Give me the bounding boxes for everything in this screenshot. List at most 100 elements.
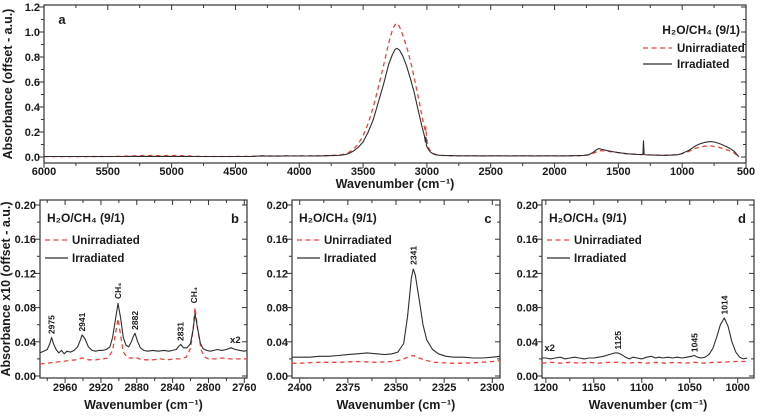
- y-tick-label: 0.00: [267, 371, 288, 383]
- y-tick-label: 0.20: [517, 200, 538, 212]
- panel-letter: b: [231, 211, 239, 226]
- y-tick-label: 0.8: [25, 52, 40, 64]
- series-irradiated: [292, 268, 501, 359]
- peak-label: 1125: [613, 331, 623, 350]
- panel-d: 1200 1150 1100 1050 1000 0.00 0.04 0.08 0.12 0.16…: [517, 199, 755, 412]
- x-tick-label: 2800: [196, 382, 220, 394]
- panel-letter: c: [484, 211, 491, 226]
- x-tick-label: 2920: [89, 382, 113, 394]
- series-unirradiated: [292, 354, 501, 364]
- y-tick-label: 0.04: [267, 337, 289, 349]
- y-tick-label: 0.08: [267, 303, 288, 315]
- x-axis-title: Wavenumber (cm⁻¹): [589, 398, 708, 412]
- panel-b: 2960 2920 2880 2840 2800 2760 0.00 0.04 0.08 0.12…: [0, 199, 257, 412]
- panel-a: 6000 5500 5000 4500 4000 3500 3000 2500 2000 1500…: [1, 2, 755, 191]
- peak-label: CH₄: [113, 283, 123, 299]
- series-irradiated: [542, 317, 748, 360]
- y-tick-label: 0.16: [267, 234, 288, 246]
- legend-entry-label: Irradiated: [324, 253, 376, 265]
- plot-border: [291, 199, 501, 379]
- legend-title: H₂O/CH₄ (9/1): [299, 211, 377, 225]
- x-tick-label: 1000: [670, 166, 694, 178]
- x-tick-label: 2375: [336, 382, 360, 394]
- x-axis-title: Wavenumber (cm⁻¹): [84, 398, 203, 412]
- y-tick-label: 0.20: [15, 200, 36, 212]
- legend-title: H₂O/CH₄ (9/1): [47, 211, 125, 225]
- y-tick-label: 0.12: [517, 268, 538, 280]
- y-tick-label: 1.2: [25, 2, 40, 14]
- y-tick-label: 0.2: [25, 127, 40, 139]
- x-tick-label: 2350: [384, 382, 408, 394]
- x-tick-label: 2000: [542, 166, 566, 178]
- legend-entry-label: Irradiated: [72, 253, 124, 265]
- series-unirradiated: [39, 306, 247, 365]
- x-tick-label: 2400: [287, 382, 311, 394]
- legend-title: H₂O/CH₄ (9/1): [549, 211, 627, 225]
- x-tick-label: 1150: [582, 382, 606, 394]
- series-irradiated: [44, 47, 740, 158]
- x-tick-label: 2880: [125, 382, 149, 394]
- y-tick-label: 0.12: [15, 268, 36, 280]
- scale-note: x2: [230, 335, 241, 346]
- legend-entry-label: Irradiated: [574, 253, 626, 265]
- x-tick-label: 2840: [160, 382, 184, 394]
- x-tick-label: 4000: [287, 166, 311, 178]
- peak-label: CH₄: [189, 287, 199, 303]
- x-tick-label: 5000: [159, 166, 183, 178]
- y-tick-label: 0.16: [15, 234, 36, 246]
- x-tick-label: 2960: [53, 382, 77, 394]
- y-axis-title: Absorbance (offset - a.u.): [1, 9, 15, 160]
- y-tick-label: 0.16: [517, 234, 538, 246]
- x-tick-label: 1500: [606, 166, 630, 178]
- y-tick-label: 0.08: [15, 303, 36, 315]
- legend-entry-label: Unirradiated: [324, 235, 392, 247]
- peak-label: 1014: [719, 295, 729, 314]
- y-tick-label: 0.6: [25, 77, 40, 89]
- y-axis-title: Absorbance x10 (offset - a.u.): [0, 201, 13, 376]
- x-tick-label: 1050: [677, 382, 701, 394]
- x-tick-label: 6000: [32, 166, 56, 178]
- peak-label: 1045: [690, 333, 700, 352]
- x-tick-label: 2300: [480, 382, 504, 394]
- y-tick-label: 0.08: [517, 303, 538, 315]
- y-tick-label: 0.20: [267, 200, 288, 212]
- x-tick-label: 2760: [232, 382, 256, 394]
- series-unirradiated: [44, 22, 740, 158]
- x-tick-label: 2325: [432, 382, 456, 394]
- legend-entry-label: Unirradiated: [677, 43, 745, 55]
- legend-entry-label: Unirradiated: [574, 235, 642, 247]
- y-tick-label: 0.0: [25, 152, 40, 164]
- legend-entry-label: Unirradiated: [72, 235, 140, 247]
- y-tick-label: 0.00: [15, 371, 36, 383]
- peak-label: 2941: [77, 312, 87, 331]
- peak-label: 2882: [130, 311, 140, 330]
- x-tick-label: 3000: [415, 166, 439, 178]
- series-irradiated: [39, 302, 248, 355]
- panel-letter: a: [58, 12, 66, 27]
- legend-title: H₂O/CH₄ (9/1): [662, 23, 740, 37]
- plot-border: [541, 199, 755, 379]
- x-tick-label: 4500: [223, 166, 247, 178]
- x-tick-label: 5500: [96, 166, 120, 178]
- panel-c: 2400 2375 2350 2325 2300 0.00 0.04 0.08 0.12 0.16…: [267, 199, 505, 412]
- scale-note: x2: [544, 343, 555, 354]
- y-tick-label: 0.12: [267, 268, 288, 280]
- y-tick-label: 1.0: [25, 27, 40, 39]
- x-tick-label: 2500: [478, 166, 502, 178]
- y-tick-label: 0.04: [15, 337, 37, 349]
- x-axis-title: Wavenumber (cm⁻¹): [337, 398, 456, 412]
- x-tick-label: 1100: [630, 382, 654, 394]
- y-tick-label: 0.04: [517, 337, 539, 349]
- peak-label: 2341: [408, 246, 418, 265]
- panel-letter: d: [738, 211, 746, 226]
- y-tick-label: 0.00: [517, 371, 538, 383]
- plot-border: [43, 4, 747, 164]
- plot-border: [39, 199, 248, 379]
- x-tick-label: 3500: [351, 166, 375, 178]
- x-tick-label: 1000: [725, 382, 749, 394]
- y-tick-label: 0.4: [25, 102, 41, 114]
- series-unirradiated: [541, 360, 748, 364]
- x-tick-label: 1200: [534, 382, 558, 394]
